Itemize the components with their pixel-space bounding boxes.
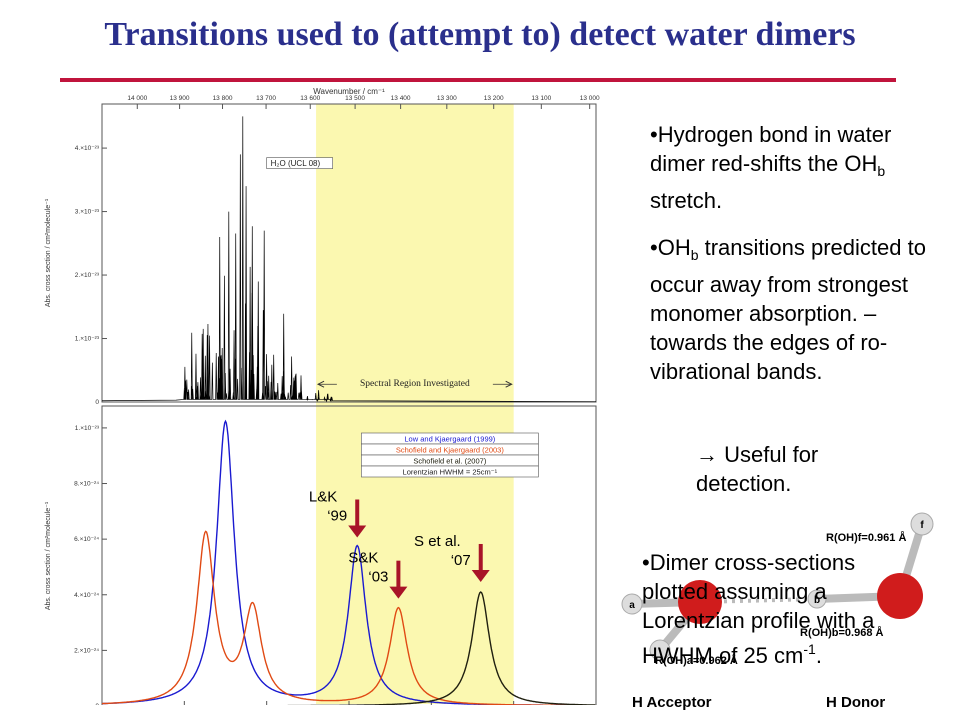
bottom-legend-label: Schofield and Kjaergaard (2003): [396, 446, 504, 455]
bottom-y-tick-label: 6.×10⁻²⁴: [74, 536, 99, 543]
bullet-2-sub: b: [690, 247, 699, 263]
region-arrow-left-head: [316, 380, 325, 388]
top-y-tick-label: 4.×10⁻²³: [75, 145, 100, 152]
marker-label-2: S et al. ‘07: [414, 533, 471, 569]
dimer-spectrum-line-1: [102, 530, 596, 705]
acceptor-oxygen-atom: [678, 580, 722, 624]
atom-label-a: a: [629, 600, 635, 611]
top-axis-tick-label: 13 900: [170, 95, 190, 102]
top-axis-tick-label: 13 100: [531, 95, 551, 102]
top-axis-tick-label: 14 000: [127, 95, 147, 102]
marker-label-1: S&K ‘03: [348, 550, 388, 586]
dimer-spectrum-line-2: [252, 591, 596, 705]
bond-length-f: R(OH)f=0.961 Å: [826, 532, 907, 544]
slide-title: Transitions used to (attempt to) detect …: [104, 16, 856, 53]
top-axis-tick-label: 13 700: [256, 95, 276, 102]
spectrum-figure: 14 000 13 900 13 800 13 700 13 600 13 500 13 4…: [45, 87, 600, 705]
bond-length-a: R(OH)a=0.962 Å: [655, 655, 738, 667]
bottom-y-tick-label: 4.×10⁻²⁴: [74, 592, 99, 599]
marker-arrow-head-2: [471, 569, 490, 582]
bottom-panel-frame: [101, 405, 597, 705]
bond-length-b: R(OH)b=0.968 Å: [800, 627, 884, 639]
bullet-1-sub: b: [877, 163, 886, 179]
donor-oxygen-atom: [877, 573, 923, 619]
top-axis-tick-label: 13 800: [213, 95, 233, 102]
bottom-y-tick-label: 0: [95, 703, 99, 705]
top-y-axis-label: Abs. cross section / cm²molecule⁻¹: [45, 198, 52, 307]
bullet-2: •OHb transitions predicted to occur away…: [650, 235, 926, 384]
marker-arrow-head-1: [389, 586, 408, 599]
bottom-y-tick-label: 2.×10⁻²⁴: [74, 647, 99, 654]
bottom-y-tick-label: 1.×10⁻²³: [75, 425, 100, 432]
bottom-legend-row: [361, 465, 539, 478]
top-axis-tick-label: 13 300: [437, 95, 457, 102]
region-label: Spectral Region Investigated: [360, 379, 470, 389]
bullet-1-end: stretch.: [650, 188, 723, 213]
donor-label: H Donor: [826, 694, 886, 711]
top-axis-tick-label: 13 500: [345, 95, 365, 102]
bullet-1-text: Hydrogen bond in water dimer red-shifts …: [650, 122, 892, 176]
top-panel-frame: [101, 103, 597, 403]
atom-label-b: b: [814, 595, 820, 606]
highlight-region: [316, 104, 514, 704]
bullet-4-end: .: [815, 643, 822, 668]
top-y-tick-label: 0: [95, 399, 99, 406]
bullet-4: •Dimer cross-sections plotted assuming a…: [642, 550, 875, 668]
bullet-2-start: OH: [657, 235, 691, 260]
bullet-1: •Hydrogen bond in water dimer red-shifts…: [650, 122, 892, 213]
top-legend-box: [266, 157, 333, 169]
bottom-y-tick-label: 8.×10⁻²⁴: [74, 481, 99, 488]
top-axis-tick-label: 13 400: [391, 95, 411, 102]
acceptor-label: H Acceptor: [632, 694, 712, 711]
top-y-tick-label: 1.×10⁻²³: [75, 336, 100, 343]
top-axis-label: Wavenumber / cm⁻¹: [313, 87, 385, 96]
region-label-bg: [336, 376, 493, 389]
region-arrow-right-head: [505, 380, 513, 388]
marker-label-0: L&K ‘99: [309, 488, 347, 524]
atom-label-f: f: [920, 520, 924, 531]
top-y-tick-label: 3.×10⁻²³: [75, 209, 100, 216]
bottom-legend-label: Schofield et al. (2007): [413, 457, 486, 466]
bottom-legend-label: Low and Kjaergaard (1999): [404, 435, 495, 444]
bottom-legend-label: Lorentzian HWHM = 25cm⁻¹: [403, 468, 498, 477]
water-dimer-molecule: a f b: [621, 512, 934, 661]
marker-arrow-head-0: [348, 525, 367, 538]
top-axis-tick-label: 13 000: [580, 95, 600, 102]
bullet-2-text: transitions predicted to occur away from…: [650, 235, 926, 384]
top-y-tick-label: 2.×10⁻²³: [75, 272, 100, 279]
title-rule: [60, 78, 896, 82]
bullet-4-text: Dimer cross-sections plotted assuming a …: [642, 550, 875, 668]
bottom-y-axis-label: Abs. cross section / cm²molecule⁻¹: [45, 501, 52, 610]
top-axis-tick-label: 13 600: [300, 95, 320, 102]
bullet-4-sup: -1: [803, 641, 816, 657]
monomer-spectrum-line: [101, 116, 597, 403]
top-axis-tick-label: 13 200: [484, 95, 504, 102]
top-legend-label: H₂O (UCL 08): [271, 159, 321, 168]
bullet-3: → Useful for detection.: [696, 442, 819, 496]
